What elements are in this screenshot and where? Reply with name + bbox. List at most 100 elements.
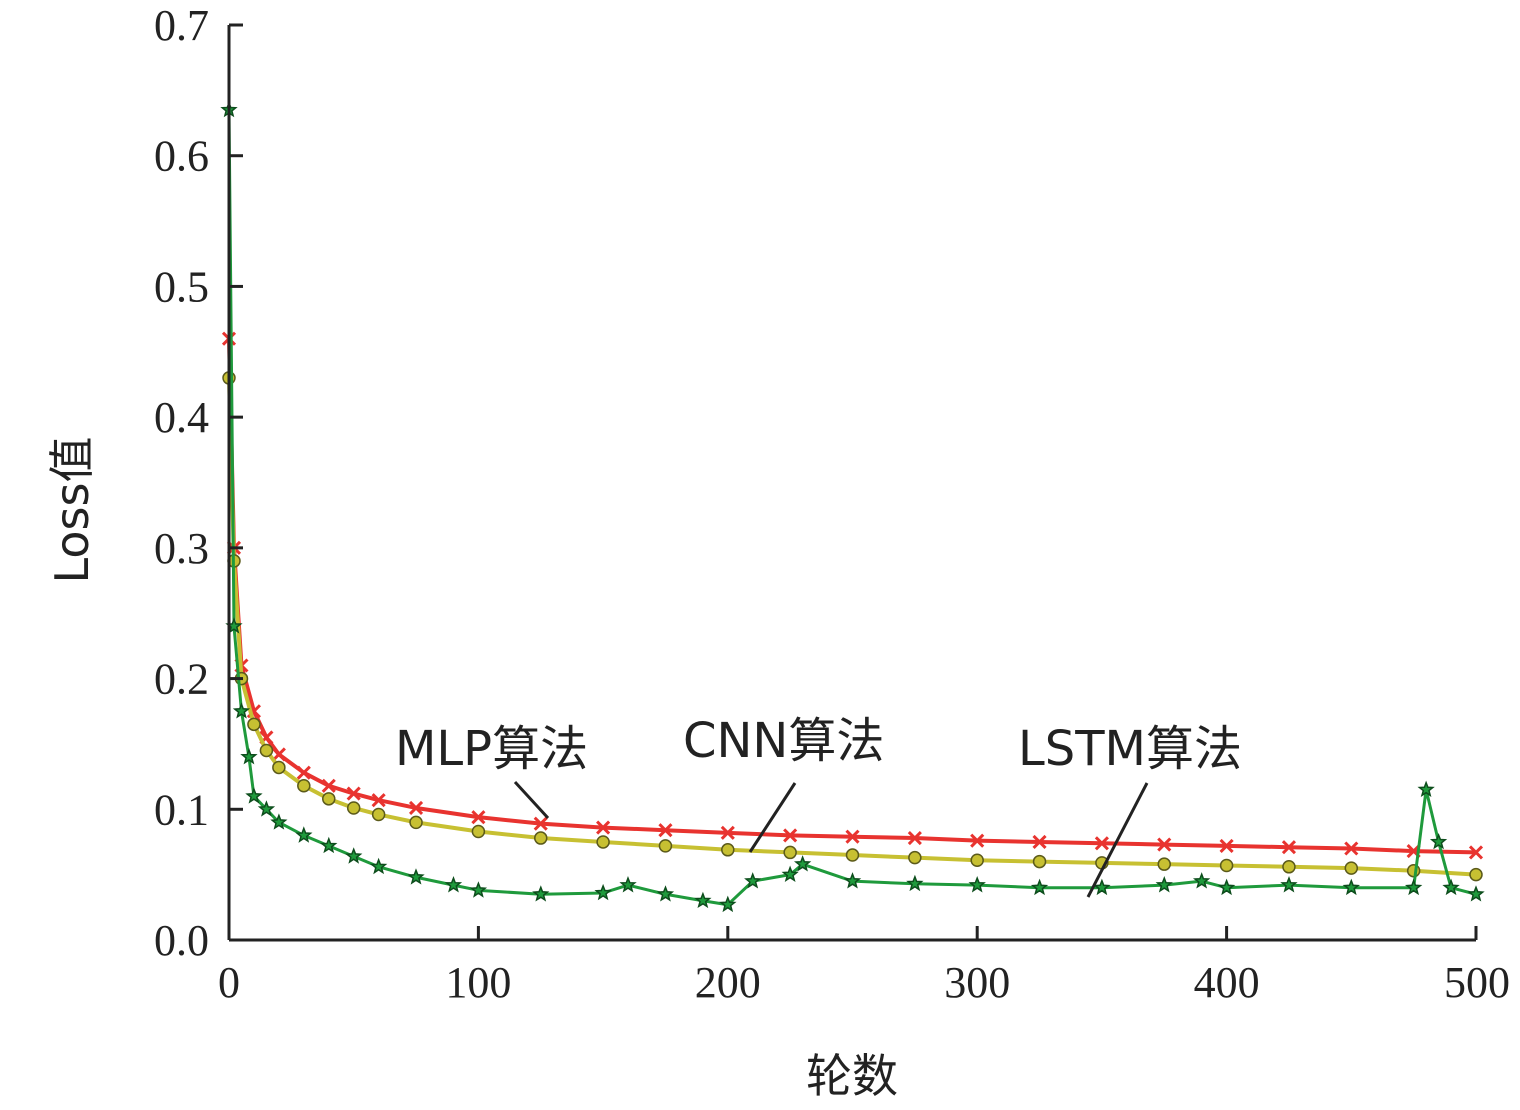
data-point — [346, 786, 361, 801]
data-point — [471, 824, 486, 839]
data-point — [322, 792, 336, 806]
series-line — [227, 109, 1477, 907]
x-tick-label: 100 — [445, 958, 511, 1007]
data-point — [371, 807, 386, 822]
data-point — [793, 855, 812, 872]
data-point — [257, 800, 276, 817]
data-point — [783, 828, 798, 843]
annotation-cnn: CNN算法 — [683, 713, 884, 769]
series-CNN算法 — [222, 371, 1483, 882]
data-point — [346, 801, 361, 815]
x-axis-label: 轮数 — [806, 1049, 898, 1103]
data-point — [968, 876, 986, 893]
data-point — [296, 765, 311, 780]
annotation-lstm-pointer — [1086, 782, 1149, 898]
annotation-cnn-pointer — [748, 782, 797, 853]
data-point — [619, 875, 637, 893]
data-point — [594, 883, 612, 901]
data-point — [1404, 878, 1423, 896]
annotations: MLP算法 CNN算法 LSTM算法 — [395, 713, 1242, 898]
plot-series — [220, 100, 1485, 913]
data-point — [247, 717, 261, 732]
data-point — [409, 815, 423, 830]
x-tick-label: 400 — [1194, 958, 1260, 1007]
y-tick-label: 0.6 — [154, 132, 209, 181]
ticks — [227, 23, 1478, 942]
data-point — [1030, 878, 1049, 896]
data-point — [270, 813, 288, 830]
data-point — [1429, 832, 1448, 850]
data-point — [297, 779, 311, 793]
data-point — [783, 845, 797, 860]
y-tick-label: 0.0 — [154, 916, 209, 965]
data-point — [369, 857, 388, 875]
y-tick-label: 0.4 — [154, 393, 209, 442]
data-point — [271, 747, 286, 762]
data-point — [1157, 857, 1171, 871]
y-axis-label: Loss值 — [45, 437, 99, 584]
annotation-lstm: LSTM算法 — [1018, 721, 1242, 777]
y-tick-label: 0.5 — [154, 262, 209, 311]
series-LSTM算法 — [220, 100, 1485, 913]
data-point — [1032, 854, 1047, 869]
data-point — [345, 847, 363, 864]
data-point — [272, 760, 286, 775]
data-point — [1344, 861, 1359, 875]
data-point — [1217, 878, 1236, 896]
data-point — [533, 816, 548, 831]
data-point — [240, 747, 258, 765]
x-tick-label: 200 — [695, 958, 761, 1007]
data-point — [845, 848, 860, 862]
data-point — [1469, 867, 1483, 882]
series-line — [227, 338, 1477, 855]
data-point — [843, 872, 862, 889]
data-point — [407, 868, 425, 885]
data-point — [232, 702, 251, 719]
y-tick-label: 0.2 — [154, 655, 209, 704]
data-point — [245, 787, 263, 804]
data-point — [781, 865, 799, 883]
data-point — [1417, 780, 1435, 797]
data-point — [1467, 885, 1485, 902]
data-point — [694, 891, 712, 909]
data-point — [1344, 841, 1359, 856]
data-point — [908, 850, 922, 865]
tick-labels: 0.0 0.1 0.2 0.3 0.4 0.5 0.6 0.7 0 100 200 300 400 500 — [154, 1, 1510, 1007]
data-point — [970, 853, 984, 868]
data-point — [1192, 872, 1211, 889]
x-tick-label: 500 — [1444, 958, 1510, 1007]
axes — [227, 25, 1476, 942]
data-point — [1093, 878, 1111, 896]
data-point — [720, 825, 735, 840]
data-point — [444, 875, 463, 893]
series-MLP算法 — [221, 331, 1484, 860]
data-point — [371, 793, 386, 808]
data-point — [295, 826, 313, 843]
data-point — [656, 885, 675, 902]
data-point — [534, 831, 548, 845]
data-point — [1219, 858, 1234, 873]
data-point — [1155, 875, 1173, 893]
data-point — [1219, 838, 1234, 853]
x-tick-label: 0 — [218, 958, 240, 1007]
data-point — [320, 836, 338, 854]
data-point — [259, 743, 274, 758]
data-point — [970, 833, 985, 848]
data-point — [1468, 845, 1484, 860]
data-point — [907, 830, 922, 846]
data-point — [469, 881, 488, 898]
y-tick-label: 0.1 — [154, 785, 209, 834]
data-point — [1032, 834, 1047, 850]
data-point — [596, 835, 610, 849]
data-point — [1442, 878, 1460, 896]
series-line — [227, 377, 1477, 877]
data-point — [596, 820, 611, 835]
data-point — [721, 843, 735, 857]
data-point — [658, 839, 673, 853]
data-point — [906, 874, 924, 892]
data-point — [471, 810, 486, 825]
y-tick-label: 0.3 — [154, 524, 209, 573]
y-tick-label: 0.7 — [154, 1, 209, 50]
annotation-mlp-pointer — [513, 780, 550, 820]
